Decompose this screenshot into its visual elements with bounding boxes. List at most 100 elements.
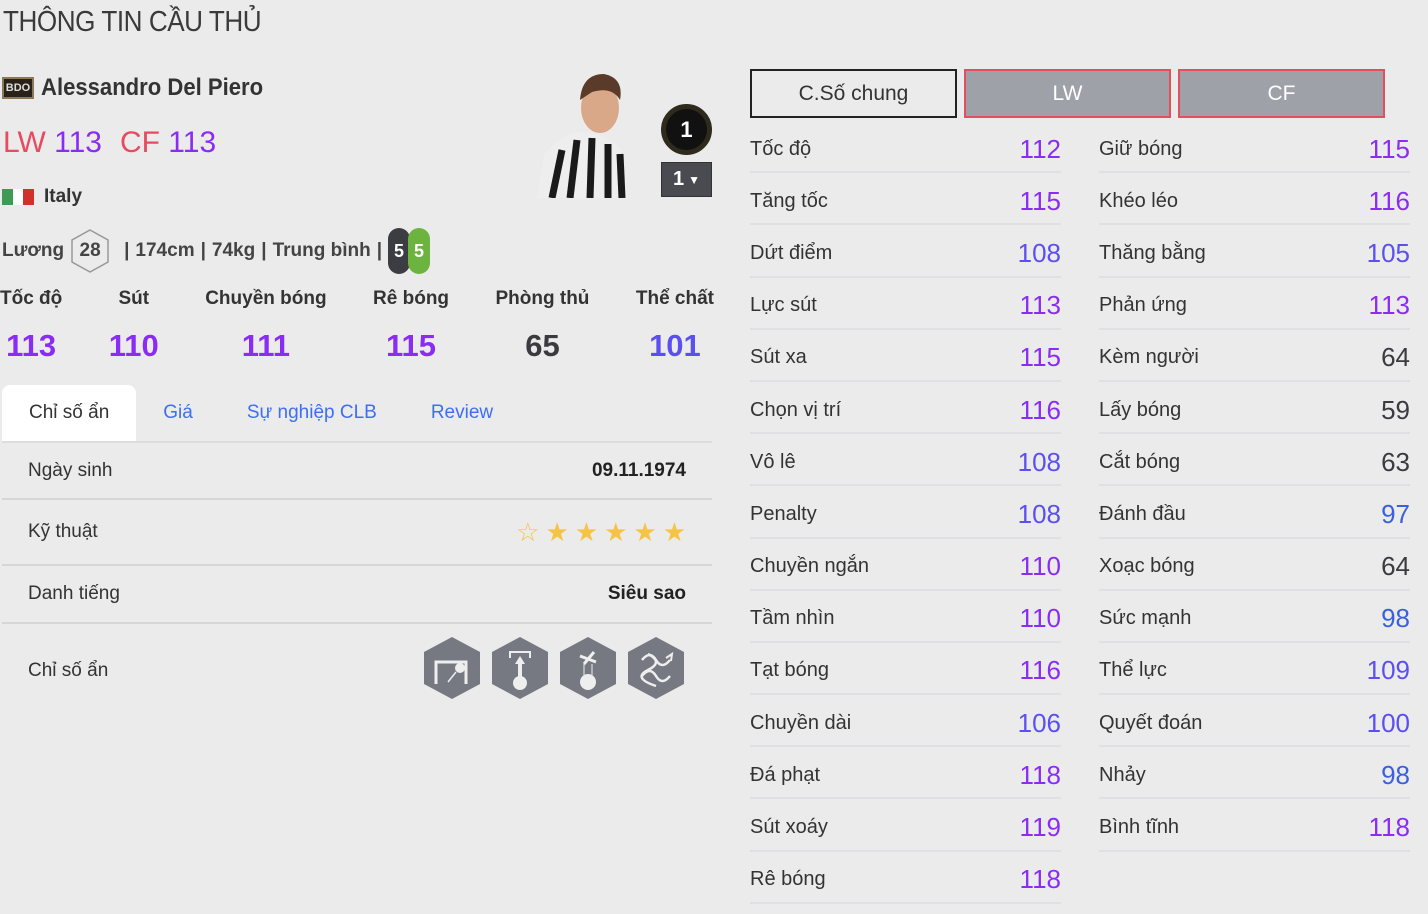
position: LW (3, 126, 46, 159)
stat-value: 108 (1017, 237, 1061, 268)
dribbler-icon (626, 635, 686, 707)
stat-row: Penalty 108 (750, 486, 1061, 539)
stat-row: Tạt bóng 116 (750, 643, 1061, 696)
stat-row: Tốc độ 112 (750, 121, 1061, 174)
stat-value: 110 (1019, 551, 1061, 582)
stat-label: Sút xoáy (750, 816, 828, 839)
ovr: 113 (168, 126, 217, 159)
player-name: Alessandro Del Piero (41, 74, 264, 101)
stat-value: 118 (1019, 759, 1061, 790)
stat-row: Giữ bóng 115 (1099, 121, 1410, 174)
long-shot-icon (422, 635, 482, 707)
stat-label: Chọn vị trí (750, 398, 842, 421)
stats-column-left: Tốc độ 112 Tăng tốc 115 Dứt điểm 108 Lực sút 11… (750, 121, 1061, 904)
summary-stat: Sút 110 (109, 288, 159, 364)
stat-label: Phản ứng (1099, 294, 1187, 317)
summary-stat: Rê bóng 115 (373, 288, 449, 364)
stat-label: Tăng tốc (750, 189, 828, 212)
fame-label: Danh tiếng (28, 583, 120, 604)
stat-label: Sút xa (750, 346, 807, 369)
star-filled-icon: ★ (604, 516, 628, 547)
stat-row: Sức mạnh 98 (1099, 591, 1410, 643)
stat-value: 105 (1366, 237, 1410, 268)
stat-value: 115 (1019, 342, 1061, 373)
summary-stat: Tốc độ 113 (0, 288, 62, 364)
summary-value: 110 (108, 328, 159, 363)
stat-value: 98 (1381, 759, 1410, 790)
stat-value: 113 (1368, 290, 1410, 321)
stat-row: Nhảy 98 (1099, 747, 1410, 800)
tab-3[interactable]: Review (430, 402, 494, 423)
stat-label: Tạt bóng (750, 659, 829, 682)
stat-label: Kèm người (1099, 346, 1199, 369)
stat-value: 116 (1019, 655, 1061, 686)
stat-label: Bình tĩnh (1099, 816, 1180, 839)
season-badge: BDO (2, 77, 34, 99)
stat-value: 106 (1017, 707, 1061, 738)
tab-2[interactable]: Sự nghiệp CLB (246, 402, 377, 423)
summary-stat: Phòng thủ 65 (496, 288, 590, 364)
stat-row: Vô lê 108 (750, 434, 1061, 487)
stat-value: 59 (1381, 394, 1410, 425)
star-filled-icon: ★ (574, 516, 599, 547)
stat-row: Kèm người 64 (1099, 330, 1410, 382)
stat-row: Đá phạt 118 (750, 747, 1061, 800)
chevron-down-icon: ▼ (688, 172, 700, 187)
tab-1[interactable]: Giá (163, 402, 193, 423)
fame-row: Danh tiếng Siêu sao (2, 566, 712, 624)
summary-value: 113 (6, 328, 57, 363)
position-rating-cf: CF 113 (120, 126, 216, 160)
position-tab-lw[interactable]: LW (964, 69, 1171, 118)
stat-value: 64 (1381, 342, 1410, 373)
power-header-icon (490, 635, 550, 707)
stat-row: Tăng tốc 115 (750, 173, 1061, 226)
position: CF (119, 126, 160, 159)
position-tab-cf[interactable]: CF (1178, 69, 1385, 118)
stat-row: Thăng bằng 105 (1099, 225, 1410, 278)
stat-label: Penalty (750, 502, 817, 525)
stat-value: 63 (1381, 446, 1410, 477)
stat-row: Bình tĩnh 118 (1099, 799, 1410, 852)
stat-value: 118 (1019, 864, 1061, 895)
traits-label: Chỉ số ẩn (28, 660, 109, 681)
stat-label: Dứt điểm (750, 241, 833, 264)
stat-row: Khéo léo 116 (1099, 173, 1410, 226)
stat-label: Thăng bằng (1099, 241, 1206, 264)
stat-value: 116 (1368, 185, 1410, 216)
position-tab-cschung[interactable]: C.Số chung (750, 69, 957, 118)
tab-0[interactable]: Chỉ số ẩn (2, 385, 137, 441)
stat-label: Đá phạt (750, 763, 821, 786)
stat-label: Thể lực (1099, 659, 1167, 682)
form-level-badge: 1 (661, 104, 712, 155)
stat-value: 116 (1019, 394, 1061, 425)
summary-stat: Chuyền bóng 111 (205, 288, 326, 364)
stat-row: Đánh đầu 97 (1099, 486, 1410, 539)
birth-row: Ngày sinh 09.11.1974 (2, 443, 712, 500)
stat-label: Tầm nhìn (750, 607, 835, 630)
position-tabs: C.Số chung LW CF (750, 69, 1385, 118)
star-filled-icon: ★ (662, 516, 686, 547)
stat-value: 115 (1368, 133, 1410, 164)
stat-row: Phản ứng 113 (1099, 278, 1410, 330)
stat-row: Thể lực 109 (1099, 643, 1410, 696)
stat-row: Xoạc bóng 64 (1099, 539, 1410, 591)
italy-flag-icon (2, 189, 35, 205)
summary-stats: Tốc độ 113 Sút 110 Chuyền bóng 111 Rê bóng 115 P… (0, 288, 714, 364)
stat-value: 97 (1381, 498, 1410, 529)
skill-label: Kỹ thuật (28, 521, 98, 542)
upgrade-level-dropdown[interactable]: 1 ▼ (661, 162, 712, 197)
stat-row: Lấy bóng 59 (1099, 382, 1410, 435)
stat-value: 100 (1366, 707, 1410, 738)
star-empty-icon: ☆ (516, 516, 540, 547)
stat-label: Cắt bóng (1099, 450, 1181, 473)
summary-value: 111 (241, 328, 291, 363)
stat-label: Đánh đầu (1099, 502, 1186, 525)
traits-row: Chỉ số ẩn (2, 624, 712, 718)
stat-value: 108 (1017, 446, 1061, 477)
stat-value: 118 (1368, 812, 1410, 843)
salary-badge: 28 (70, 229, 110, 273)
stat-row: Cắt bóng 63 (1099, 434, 1410, 487)
stat-value: 115 (1019, 185, 1061, 216)
skill-row: Kỹ thuật ☆ ★ ★ ★ ★ ★ (2, 500, 712, 566)
summary-label: Tốc độ (0, 288, 63, 309)
